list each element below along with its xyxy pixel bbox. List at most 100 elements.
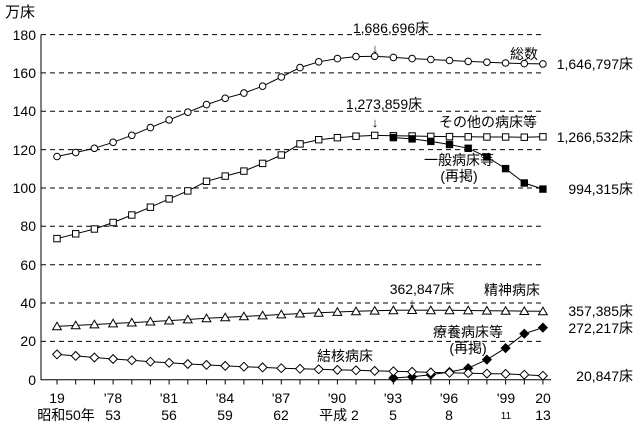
marker-sousuu bbox=[352, 52, 360, 61]
x-axis-year-label-era: 平成 2 bbox=[319, 407, 359, 423]
x-axis-year-label-era: 11 bbox=[500, 411, 512, 422]
series-label-seishin-byosho: 精神病床 bbox=[484, 282, 540, 298]
marker-sousuu bbox=[370, 52, 379, 61]
marker-seishin-byosho bbox=[537, 306, 549, 316]
marker-sousuu bbox=[109, 138, 117, 147]
marker-kekkaku-byosho bbox=[500, 368, 511, 380]
x-axis-year-label-west: 20 bbox=[535, 390, 551, 406]
series-label-sousuu: 総数 bbox=[510, 46, 538, 62]
marker-kekkaku-byosho bbox=[519, 369, 530, 380]
marker-seishin-byosho bbox=[444, 305, 455, 315]
marker-seishin-byosho bbox=[332, 306, 343, 316]
marker-sousuu bbox=[445, 56, 454, 65]
marker-sonota-byosho bbox=[146, 203, 155, 211]
peak-down-arrow-seishin-byosho: ↓ bbox=[408, 295, 416, 310]
marker-kekkaku-byosho bbox=[537, 370, 549, 381]
x-axis-year-label-era: 62 bbox=[273, 407, 289, 423]
marker-kekkaku-byosho bbox=[313, 364, 324, 375]
series-label-sonota-byosho: その他の病床等 bbox=[439, 114, 537, 130]
marker-sousuu bbox=[221, 94, 229, 103]
series-end-value-sonota-byosho: 1,266,532床 bbox=[556, 129, 633, 145]
marker-sonota-byosho bbox=[445, 132, 454, 141]
y-axis-tick-label: 40 bbox=[20, 295, 36, 311]
y-axis-tick-label: 160 bbox=[12, 65, 36, 81]
marker-sonota-byosho bbox=[90, 225, 99, 233]
marker-sousuu bbox=[464, 57, 473, 66]
y-axis-tick-label: 180 bbox=[12, 27, 36, 43]
marker-ryoyo-byosho bbox=[500, 342, 511, 354]
y-axis-tick-label: 80 bbox=[20, 218, 36, 234]
marker-seishin-byosho bbox=[462, 305, 474, 315]
x-axis-year-label-west: '78 bbox=[103, 390, 123, 406]
marker-kekkaku-byosho bbox=[126, 355, 137, 366]
marker-kekkaku-byosho bbox=[89, 352, 100, 363]
marker-ippan-byosho bbox=[483, 153, 491, 161]
marker-seishin-byosho bbox=[70, 320, 81, 330]
marker-sousuu bbox=[240, 89, 248, 97]
marker-kekkaku-byosho bbox=[350, 365, 362, 376]
peak-down-arrow-sousuu: ↓ bbox=[371, 41, 379, 56]
x-axis-year-label-era: 昭和50年 bbox=[37, 407, 95, 423]
marker-kekkaku-byosho bbox=[463, 368, 474, 379]
marker-kekkaku-byosho bbox=[332, 364, 343, 376]
marker-sousuu bbox=[539, 60, 547, 68]
marker-seishin-byosho bbox=[51, 321, 63, 331]
marker-sonota-byosho bbox=[371, 131, 379, 140]
x-axis-year-label-era: 53 bbox=[105, 407, 121, 423]
marker-seishin-byosho bbox=[276, 309, 287, 319]
marker-seishin-byosho bbox=[313, 307, 324, 317]
marker-kekkaku-byosho bbox=[257, 362, 268, 373]
marker-kekkaku-byosho bbox=[276, 363, 287, 374]
marker-sonota-byosho bbox=[53, 234, 61, 243]
marker-sonota-byosho bbox=[520, 133, 528, 141]
marker-sonota-byosho bbox=[333, 134, 342, 142]
x-axis-year-label-west: '90 bbox=[327, 390, 347, 406]
marker-ryoyo-byosho bbox=[537, 322, 549, 333]
marker-sonota-byosho bbox=[501, 133, 510, 141]
marker-sousuu bbox=[520, 59, 529, 68]
marker-sonota-byosho bbox=[109, 218, 117, 227]
marker-sonota-byosho bbox=[539, 133, 547, 141]
y-axis-tick-label: 60 bbox=[20, 257, 36, 273]
marker-ippan-byosho bbox=[501, 164, 510, 173]
marker-seishin-byosho bbox=[481, 305, 493, 315]
marker-sonota-byosho bbox=[296, 140, 304, 148]
marker-sousuu bbox=[202, 100, 211, 109]
marker-ippan-byosho bbox=[539, 185, 547, 193]
marker-kekkaku-byosho bbox=[107, 353, 119, 365]
marker-sonota-byosho bbox=[352, 132, 360, 140]
marker-seishin-byosho bbox=[89, 319, 100, 329]
marker-ippan-byosho bbox=[464, 144, 472, 153]
marker-sonota-byosho bbox=[221, 172, 229, 180]
marker-sousuu bbox=[408, 54, 416, 63]
series-end-value-seishin-byosho: 357,385床 bbox=[568, 303, 633, 319]
marker-sousuu bbox=[184, 108, 192, 116]
marker-kekkaku-byosho bbox=[481, 368, 493, 379]
y-axis-tick-label: 140 bbox=[12, 103, 36, 119]
marker-sonota-byosho bbox=[165, 195, 173, 203]
marker-kekkaku-byosho bbox=[220, 360, 231, 372]
marker-sousuu bbox=[53, 152, 61, 161]
marker-seishin-byosho bbox=[163, 315, 175, 325]
marker-kekkaku-byosho bbox=[182, 358, 193, 370]
marker-sonota-byosho bbox=[483, 133, 491, 141]
marker-sousuu bbox=[90, 144, 99, 153]
marker-kekkaku-byosho bbox=[51, 349, 63, 360]
marker-sonota-byosho bbox=[315, 136, 323, 144]
marker-sonota-byosho bbox=[128, 211, 136, 219]
marker-kekkaku-byosho bbox=[369, 365, 380, 377]
series-label-ippan-byosho: 一般病床等 (再掲) bbox=[424, 152, 494, 185]
marker-sousuu bbox=[333, 54, 342, 63]
peak-annotation-sonota-byosho: 1,273,859床 bbox=[345, 96, 423, 112]
marker-sousuu bbox=[146, 123, 155, 132]
x-axis-year-label-era: 59 bbox=[217, 407, 233, 423]
series-end-value-kekkaku-byosho: 20,847床 bbox=[576, 368, 633, 384]
y-axis-tick-label: 120 bbox=[12, 142, 36, 158]
marker-seishin-byosho bbox=[107, 318, 119, 328]
marker-sonota-byosho bbox=[464, 133, 472, 141]
marker-sousuu bbox=[427, 55, 435, 64]
marker-kekkaku-byosho bbox=[163, 357, 175, 368]
marker-sonota-byosho bbox=[72, 230, 80, 238]
